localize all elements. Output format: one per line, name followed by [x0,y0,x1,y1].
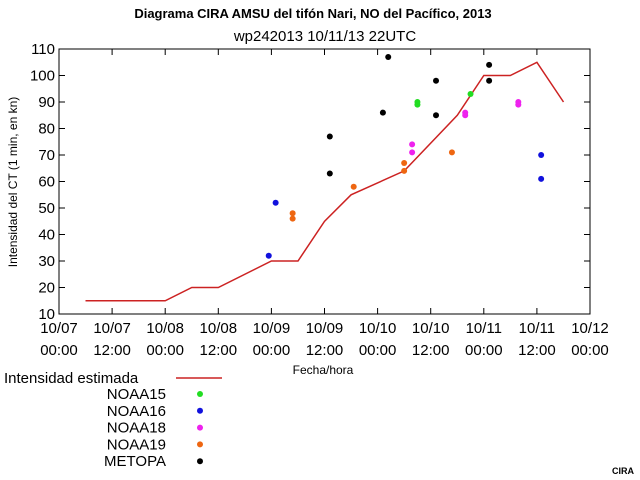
chart-title: Diagrama CIRA AMSU del tifón Nari, NO de… [134,6,491,21]
x-tick-label-time: 00:00 [146,342,184,359]
metopa-point [326,170,333,177]
legend-label-noaa19: NOAA19 [107,436,166,453]
y-tick-label: 40 [38,227,55,244]
noaa18-point [462,112,469,119]
metopa-point [385,53,392,60]
x-tick-label-date: 10/12 [571,320,609,337]
y-tick-label: 30 [38,253,55,270]
x-tick-label-date: 10/11 [466,320,502,337]
y-tick-label: 20 [38,280,55,297]
noaa18-point [515,101,522,108]
noaa19-point [401,167,408,174]
legend-swatch-metopa [197,458,203,465]
metopa-point [486,77,493,84]
noaa15-point [467,91,474,98]
x-tick-label-time: 00:00 [40,342,78,359]
noaa19-point [448,149,455,156]
intensity-line-series [85,61,565,302]
x-tick-label-time: 12:00 [412,342,450,359]
credit-label: CIRA [612,466,634,476]
x-tick-label-date: 10/07 [40,320,78,337]
x-tick-label-date: 10/10 [359,320,397,337]
y-tick-label: 80 [38,121,55,138]
y-tick-label: 110 [31,41,55,58]
noaa16-point [265,252,272,259]
noaa18-point [409,141,416,148]
y-tick-label: 90 [38,94,55,111]
legend-label-noaa16: NOAA16 [107,403,166,420]
x-tick-label-time: 12:00 [200,342,238,359]
metopa-point [433,77,440,84]
plot-frame [58,48,591,315]
x-tick-label-time: 12:00 [518,342,556,359]
legend-label-noaa18: NOAA18 [107,420,166,437]
y-tick-label: 100 [30,68,55,85]
legend-label-noaa15: NOAA15 [107,386,166,403]
noaa16-point [272,199,279,206]
x-tick-label-date: 10/08 [200,320,238,337]
legend-label-intensidad: Intensidad estimada [4,370,139,387]
scatter-series [265,53,545,259]
x-axis-label: Fecha/hora [293,363,354,377]
x-tick-label-time: 00:00 [571,342,609,359]
noaa19-point [289,210,296,217]
x-tick-label-date: 10/09 [253,320,291,337]
noaa16-point [538,152,545,158]
y-tick-label: 70 [38,147,55,164]
x-tick-label-time: 12:00 [306,342,344,359]
noaa15-point [414,101,421,108]
noaa19-point [289,215,296,222]
x-tick-label-date: 10/09 [306,320,344,337]
noaa19-point [350,183,357,190]
metopa-point [433,112,440,119]
y-tick-label: 60 [38,174,55,191]
legend-swatch-noaa18 [197,424,203,431]
noaa16-point [538,175,545,182]
x-tick-label-time: 00:00 [253,342,291,359]
noaa18-point [409,149,416,156]
y-tick-label: 10 [38,306,55,323]
legend-swatch-noaa15 [197,391,203,397]
chart-subtitle: wp242013 10/11/13 22UTC [233,28,417,45]
intensity-line [85,61,565,302]
legend: Intensidad estimadaNOAA15NOAA16NOAA18NOA… [4,370,222,470]
metopa-point [379,109,386,116]
metopa-point [486,61,493,68]
noaa19-point [401,159,408,166]
y-axis-label: Intensidad del CT (1 min, en kn) [6,97,20,268]
x-tick-label-time: 00:00 [359,342,397,359]
metopa-point [326,133,333,140]
legend-label-metopa: METOPA [104,453,166,470]
y-axis: 10 20 30 40 50 60 70 80 90 100 110 [30,41,590,323]
y-tick-label: 50 [38,200,55,217]
legend-swatch-noaa16 [197,407,203,414]
x-tick-label-time: 12:00 [93,342,131,359]
x-tick-label-date: 10/10 [412,320,450,337]
x-tick-label-time: 00:00 [465,342,503,359]
x-axis: 10/07 00:00 10/07 12:00 10/08 00:00 10/08 12:00… [40,49,609,359]
x-tick-label-date: 10/08 [146,320,184,337]
x-tick-label-date: 10/11 [519,320,555,337]
legend-swatch-noaa19 [197,441,203,448]
x-tick-label-date: 10/07 [93,320,131,337]
